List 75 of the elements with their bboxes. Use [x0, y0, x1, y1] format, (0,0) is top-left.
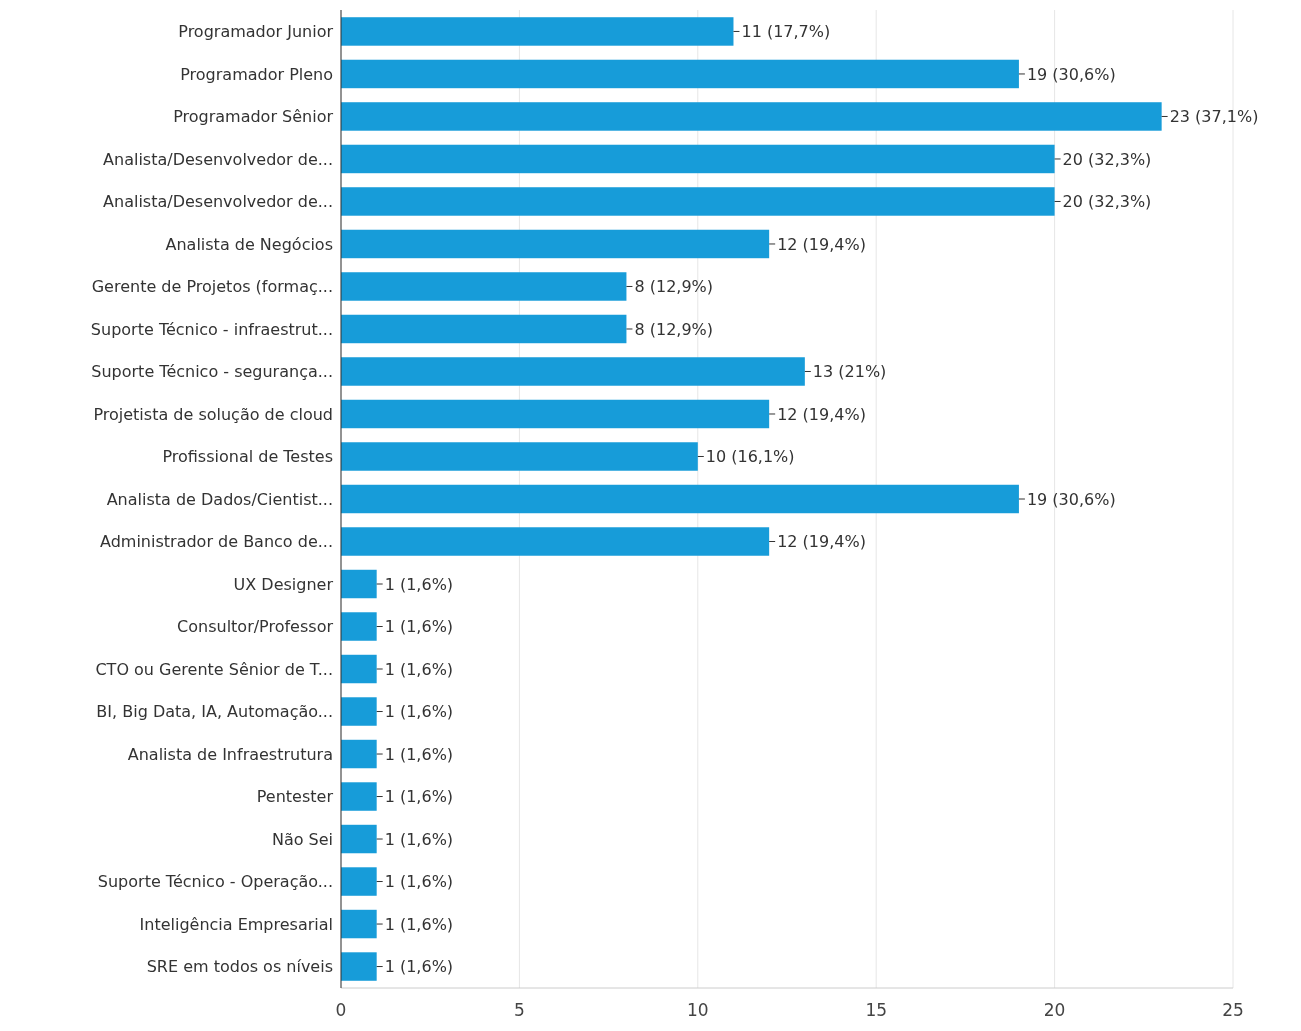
y-tick-label: Programador Pleno	[180, 64, 333, 84]
y-tick-label: Programador Sênior	[173, 107, 334, 127]
x-tick-label: 15	[865, 1000, 888, 1020]
y-tick-label: Analista/Desenvolvedor de...	[103, 192, 333, 212]
bar	[341, 102, 1162, 131]
y-tick-label: Suporte Técnico - Operação...	[97, 872, 333, 892]
bar	[341, 782, 377, 811]
y-tick-label: Analista de Negócios	[165, 234, 333, 254]
data-label: 23 (37,1%)	[1169, 107, 1259, 127]
data-label: 1 (1,6%)	[384, 829, 454, 849]
bar	[341, 17, 734, 46]
bar	[341, 272, 627, 301]
bar	[341, 654, 377, 684]
data-label: 10 (16,1%)	[705, 447, 795, 467]
bar	[341, 314, 627, 344]
x-tick-label: 5	[513, 1000, 525, 1020]
data-label: 20 (32,3%)	[1062, 149, 1152, 169]
bar	[341, 484, 1019, 514]
y-tick-label: UX Designer	[233, 574, 334, 594]
data-label: 12 (19,4%)	[777, 404, 866, 424]
data-label: 12 (19,4%)	[777, 532, 866, 552]
data-label: 1 (1,6%)	[384, 702, 454, 722]
x-tick-label: 20	[1043, 1000, 1066, 1020]
bar	[341, 952, 377, 981]
data-label: 12 (19,4%)	[777, 234, 866, 254]
y-tick-label: Suporte Técnico - infraestrut...	[90, 319, 333, 339]
data-label: 1 (1,6%)	[384, 957, 454, 977]
data-label: 11 (17,7%)	[741, 22, 831, 42]
bar	[341, 697, 377, 726]
y-tick-label: Programador Junior	[178, 22, 334, 42]
bar	[341, 909, 377, 939]
data-label: 19 (30,6%)	[1026, 64, 1116, 84]
data-label: 1 (1,6%)	[384, 617, 454, 637]
bar	[341, 357, 805, 386]
bar	[341, 569, 377, 599]
data-label: 8 (12,9%)	[634, 319, 714, 339]
bar	[341, 144, 1055, 174]
data-label: 1 (1,6%)	[384, 914, 454, 934]
data-label: 1 (1,6%)	[384, 872, 454, 892]
y-tick-label: Não Sei	[271, 829, 333, 849]
bar	[341, 187, 1055, 216]
data-label: 1 (1,6%)	[384, 659, 454, 679]
bar	[341, 739, 377, 769]
y-tick-label: SRE em todos os níveis	[146, 957, 333, 977]
data-label: 13 (21%)	[812, 362, 887, 382]
bar	[341, 867, 377, 896]
y-tick-label: Analista de Dados/Cientist...	[106, 489, 333, 509]
y-tick-label: Consultor/Professor	[177, 617, 334, 637]
bar	[341, 229, 770, 259]
bar	[341, 824, 377, 854]
data-label: 8 (12,9%)	[634, 277, 714, 297]
x-tick-label: 0	[335, 1000, 347, 1020]
y-tick-label: Profissional de Testes	[162, 447, 333, 467]
y-tick-label: Analista de Infraestrutura	[127, 744, 333, 764]
data-label: 19 (30,6%)	[1026, 489, 1116, 509]
y-tick-label: BI, Big Data, IA, Automação...	[96, 702, 333, 722]
bar	[341, 399, 770, 429]
y-tick-label: Inteligência Empresarial	[139, 914, 333, 934]
y-tick-label: Administrador de Banco de...	[100, 532, 333, 552]
data-label: 1 (1,6%)	[384, 744, 454, 764]
data-label: 20 (32,3%)	[1062, 192, 1152, 212]
y-tick-label: Pentester	[256, 787, 334, 807]
y-tick-label: Gerente de Projetos (formaç...	[91, 277, 333, 297]
bar	[341, 59, 1019, 89]
x-tick-label: 10	[686, 1000, 709, 1020]
y-tick-label: Analista/Desenvolvedor de...	[103, 149, 333, 169]
y-tick-label: Suporte Técnico - segurança...	[91, 362, 333, 382]
y-tick-label: CTO ou Gerente Sênior de T...	[95, 659, 333, 679]
data-label: 1 (1,6%)	[384, 574, 454, 594]
bar	[341, 442, 698, 471]
bar	[341, 527, 770, 556]
data-label: 1 (1,6%)	[384, 787, 454, 807]
x-tick-label: 25	[1222, 1000, 1244, 1020]
y-tick-label: Projetista de solução de cloud	[93, 404, 333, 424]
bar	[341, 612, 377, 641]
